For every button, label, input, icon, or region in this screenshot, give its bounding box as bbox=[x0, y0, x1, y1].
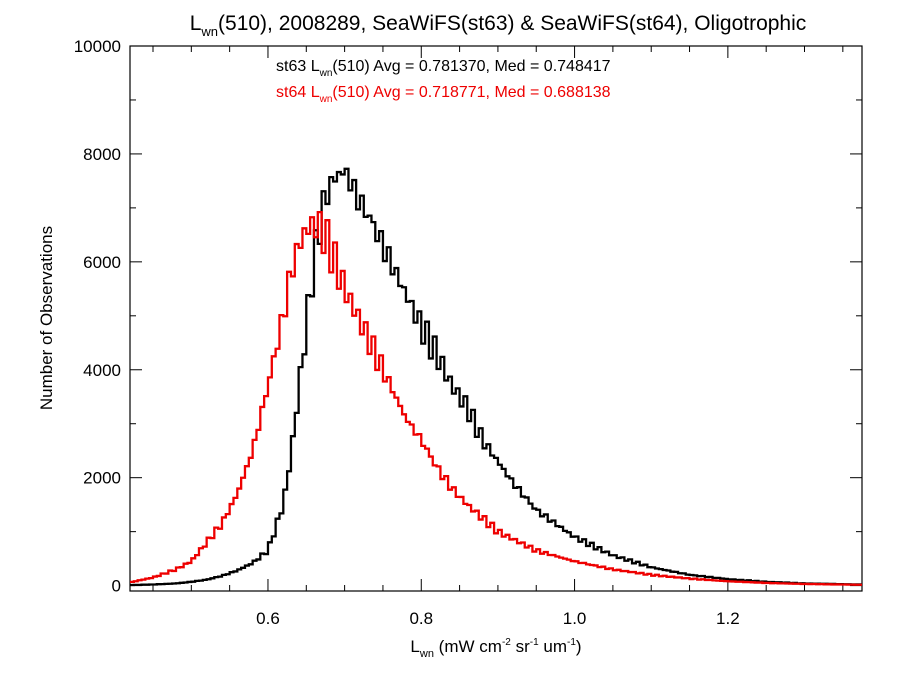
axis-ticks: 0.6 0.8 1.0 1.2 0 2000 4000 6000 8000 10000 bbox=[74, 37, 862, 628]
x-tick-label: 0.6 bbox=[256, 609, 280, 628]
y-tick-label: 10000 bbox=[74, 37, 121, 56]
y-tick-label: 2000 bbox=[83, 469, 121, 488]
x-axis-label: Lwn (mW cm-2 sr-1 um-1) bbox=[410, 637, 581, 660]
y-tick-label: 4000 bbox=[83, 361, 121, 380]
y-tick-label: 0 bbox=[112, 577, 121, 596]
plot-frame bbox=[129, 45, 863, 592]
x-tick-label: 1.2 bbox=[716, 609, 740, 628]
annotation-st63: st63 Lwn(510) Avg = 0.781370, Med = 0.74… bbox=[276, 58, 611, 79]
y-tick-label: 6000 bbox=[83, 253, 121, 272]
series-group bbox=[130, 167, 862, 587]
y-tick-label: 8000 bbox=[83, 145, 121, 164]
x-tick-label: 0.8 bbox=[409, 609, 433, 628]
y-axis-label: Number of Observations bbox=[37, 226, 56, 410]
x-tick-label: 1.0 bbox=[563, 609, 587, 628]
series-line-1 bbox=[130, 210, 862, 586]
chart-title: Lwn(510), 2008289, SeaWiFS(st63) & SeaWi… bbox=[190, 12, 807, 39]
annotation-st64: st64 Lwn(510) Avg = 0.718771, Med = 0.68… bbox=[276, 84, 611, 105]
series-line-0 bbox=[130, 167, 862, 587]
